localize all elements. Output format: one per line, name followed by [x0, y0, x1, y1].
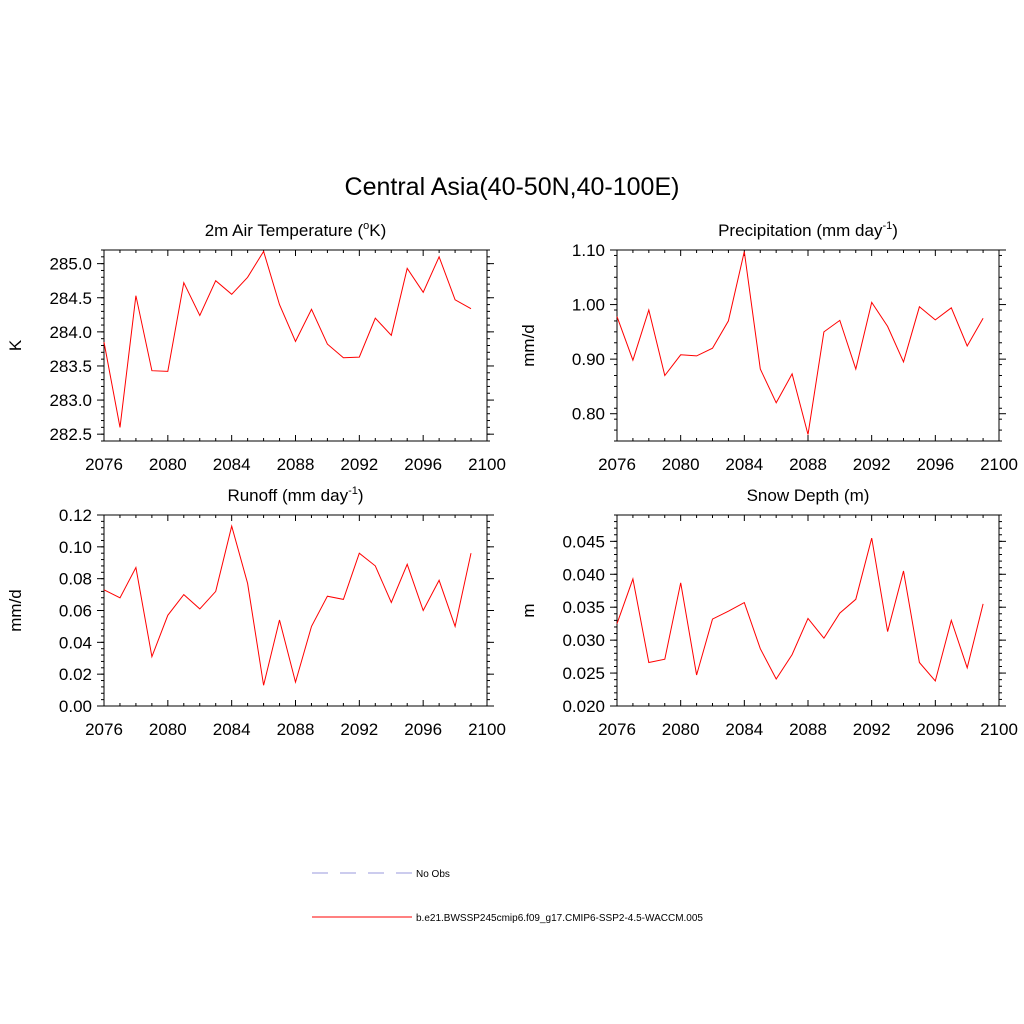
chart-3-title: Snow Depth (m) [747, 486, 870, 505]
chart-0-xtick-label: 2084 [213, 455, 251, 474]
chart-1-xtick-label: 2100 [980, 455, 1018, 474]
chart-3-ytick-label: 0.040 [562, 565, 605, 584]
chart-2-ylabel: mm/d [6, 589, 25, 632]
chart-0-xtick-label: 2076 [85, 455, 123, 474]
chart-3-xtick-label: 2100 [980, 720, 1018, 739]
chart-3-ylabel: m [519, 603, 538, 617]
chart-1-xtick-label: 2088 [789, 455, 827, 474]
panel-precipitation: Precipitation (mm day-1) mm/d 2076 2080 2084… [519, 220, 1018, 474]
chart-3-xtick-label: 2084 [725, 720, 763, 739]
chart-2-xtick-label: 2080 [149, 720, 187, 739]
chart-2-series-line [103, 524, 472, 686]
chart-3-xtick-label: 2092 [853, 720, 891, 739]
chart-2-frame [103, 514, 488, 707]
chart-0-xtick-label: 2096 [404, 455, 442, 474]
chart-2-ytick-label: 0.04 [59, 633, 92, 652]
chart-2-xtick-label: 2096 [404, 720, 442, 739]
chart-2-ytick-label: 0.08 [59, 570, 92, 589]
chart-1-xtick-label: 2076 [598, 455, 636, 474]
chart-1-ylabel: mm/d [519, 324, 538, 367]
chart-0-ytick-label: 285.0 [49, 255, 92, 274]
chart-1-ytick-label: 0.90 [572, 350, 605, 369]
chart-1-series-line [616, 251, 984, 435]
chart-3-xtick-label: 2080 [662, 720, 700, 739]
chart-0-xtick-label: 2092 [340, 455, 378, 474]
chart-3-ytick-label: 0.020 [562, 697, 605, 716]
chart-2-ytick-label: 0.02 [59, 665, 92, 684]
chart-1-ytick-label: 1.10 [572, 241, 605, 260]
figure-title: Central Asia(40-50N,40-100E) [345, 173, 680, 201]
chart-3-series-line [616, 537, 984, 683]
chart-2-xtick-label: 2092 [340, 720, 378, 739]
chart-2-ytick-label: 0.06 [59, 602, 92, 621]
chart-2-xtick-label: 2084 [213, 720, 251, 739]
chart-1-xtick-label: 2084 [725, 455, 763, 474]
chart-0-ytick-label: 282.5 [49, 425, 92, 444]
panel-air-temperature: 2m Air Temperature (oK) K 2076 2080 2084 2088… [6, 220, 506, 474]
chart-1-xtick-label: 2092 [853, 455, 891, 474]
chart-2-xtick-label: 2088 [277, 720, 315, 739]
chart-3-ytick-label: 0.025 [562, 664, 605, 683]
chart-3-ytick-label: 0.035 [562, 598, 605, 617]
legend: No Obs b.e21.BWSSP245cmip6.f09_g17.CMIP6-… [312, 869, 703, 924]
chart-3-xtick-label: 2096 [916, 720, 954, 739]
chart-1-ytick-label: 1.00 [572, 296, 605, 315]
chart-1-xtick-label: 2096 [916, 455, 954, 474]
legend-label: No Obs [416, 869, 450, 880]
chart-0-xtick-label: 2100 [468, 455, 506, 474]
chart-0-ytick-label: 284.5 [49, 289, 92, 308]
panel-snow-depth: Snow Depth (m) m 2076 2080 2084 2088 2092 2096 2… [519, 486, 1018, 739]
chart-0-ytick-label: 283.5 [49, 357, 92, 376]
chart-0-title: 2m Air Temperature (oK) [205, 220, 387, 240]
chart-3-ytick-label: 0.045 [562, 532, 605, 551]
chart-2-ytick-label: 0.10 [59, 538, 92, 557]
chart-2-ytick-label: 0.00 [59, 697, 92, 716]
chart-0-xtick-label: 2080 [149, 455, 187, 474]
chart-3-xtick-label: 2088 [789, 720, 827, 739]
chart-1-frame [616, 249, 1000, 442]
panel-runoff: Runoff (mm day-1) mm/d 2076 2080 2084 2088 209… [6, 485, 506, 739]
chart-0-ylabel: K [6, 339, 25, 351]
chart-1-xtick-label: 2080 [662, 455, 700, 474]
chart-2-ytick-label: 0.12 [59, 506, 92, 525]
chart-2-xtick-label: 2100 [468, 720, 506, 739]
legend-label: b.e21.BWSSP245cmip6.f09_g17.CMIP6-SSP2-4… [416, 913, 703, 924]
chart-0-xtick-label: 2088 [277, 455, 315, 474]
chart-3-frame [616, 514, 1000, 707]
chart-3-xtick-label: 2076 [598, 720, 636, 739]
chart-3-ytick-label: 0.030 [562, 631, 605, 650]
chart-0-ytick-label: 283.0 [49, 391, 92, 410]
chart-0-ytick-label: 284.0 [49, 323, 92, 342]
chart-0-series-line [103, 250, 472, 428]
chart-2-title: Runoff (mm day-1) [227, 485, 363, 505]
chart-1-title: Precipitation (mm day-1) [718, 220, 898, 240]
chart-1-ytick-label: 0.80 [572, 405, 605, 424]
chart-2-xtick-label: 2076 [85, 720, 123, 739]
